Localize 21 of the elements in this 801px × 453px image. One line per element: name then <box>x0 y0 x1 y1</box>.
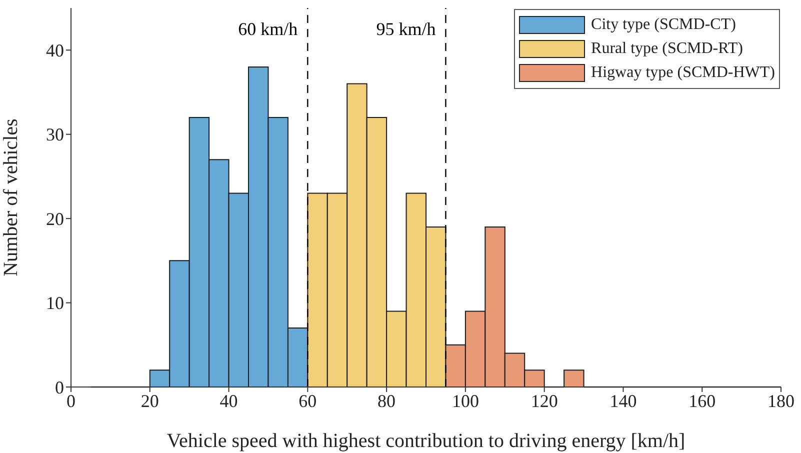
x-tick-label: 100 <box>452 390 479 411</box>
x-tick-label: 140 <box>610 390 637 411</box>
x-tick-label: 40 <box>220 390 238 411</box>
y-tick-label: 30 <box>46 124 64 145</box>
ref-line-label: 60 km/h <box>238 19 298 39</box>
x-tick-label: 80 <box>378 390 396 411</box>
legend-label: Rural type (SCMD-RT) <box>591 40 743 58</box>
legend-label: City type (SCMD-CT) <box>591 16 736 34</box>
x-tick-label: 160 <box>688 390 716 411</box>
ref-line-label: 95 km/h <box>376 19 436 39</box>
x-tick-label: 120 <box>530 390 558 411</box>
y-tick-label: 10 <box>46 293 64 314</box>
y-tick-label: 0 <box>55 377 64 398</box>
x-axis-title: Vehicle speed with highest contribution to driving energy [km/h] <box>166 430 686 452</box>
y-tick-label: 40 <box>46 40 64 60</box>
x-tick-label: 60 <box>298 390 317 411</box>
legend-label: Higway type (SCMD-HWT) <box>591 64 775 82</box>
y-tick-label: 20 <box>46 208 64 229</box>
x-tick-label: 180 <box>768 390 794 411</box>
y-axis-title: Number of vehicles <box>0 118 22 276</box>
x-tick-label: 20 <box>140 390 159 411</box>
